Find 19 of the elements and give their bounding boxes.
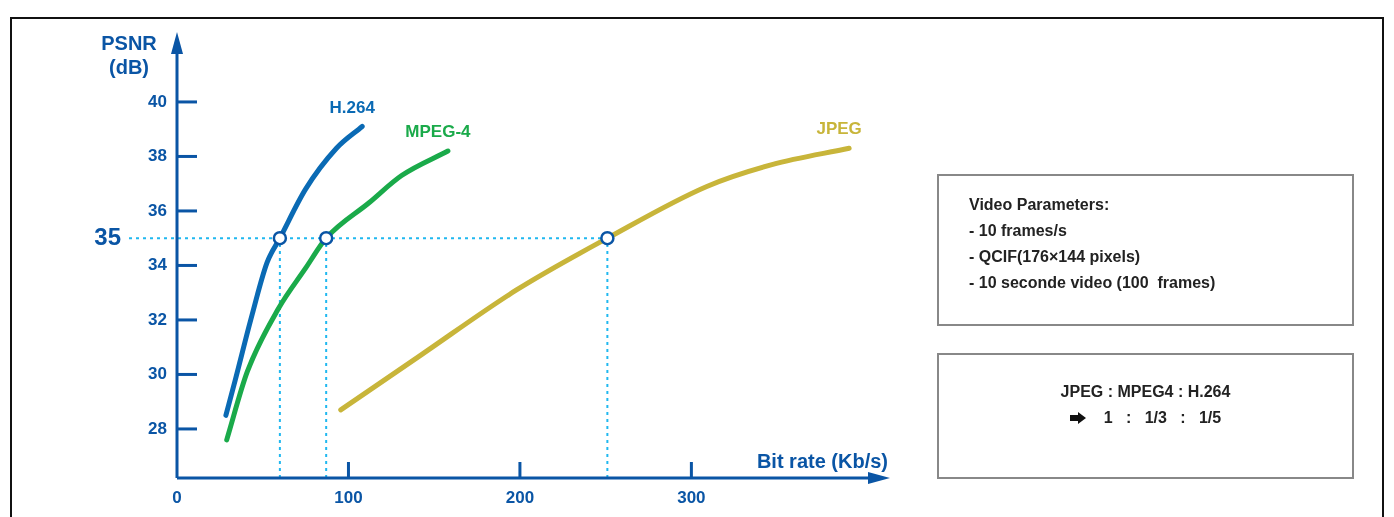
- series-label: H.264: [329, 97, 376, 117]
- x-tick-label: 200: [505, 487, 535, 507]
- y-tick-label: 28: [148, 418, 167, 438]
- x-tick-label: 100: [334, 487, 363, 507]
- y-tick-label: 32: [148, 309, 167, 329]
- y-tick-label: 40: [148, 91, 167, 111]
- y-tick-label: 36: [148, 200, 167, 220]
- x-tick-label: 0: [172, 487, 182, 507]
- text: Video Parameters: - 10 frames/s - QCIF(176×144 pixels) - 10 seconde video (100 frames): [969, 196, 1216, 291]
- y-axis-title: PSNR (dB): [101, 31, 158, 78]
- series-label: JPEG: [816, 119, 862, 139]
- text: JPEG : MPEG4 : H.264 1 : 1/3 : 1/5: [1060, 383, 1231, 426]
- x-axis-title: Bit rate (Kb/s): [756, 449, 888, 472]
- series-label: MPEG-4: [405, 122, 472, 142]
- y-tick-label: 34: [148, 255, 168, 275]
- ref-line-label: 35: [94, 222, 121, 250]
- x-tick-label: 300: [677, 487, 706, 507]
- y-tick-label: 30: [148, 364, 167, 384]
- y-tick-label: 38: [148, 146, 167, 166]
